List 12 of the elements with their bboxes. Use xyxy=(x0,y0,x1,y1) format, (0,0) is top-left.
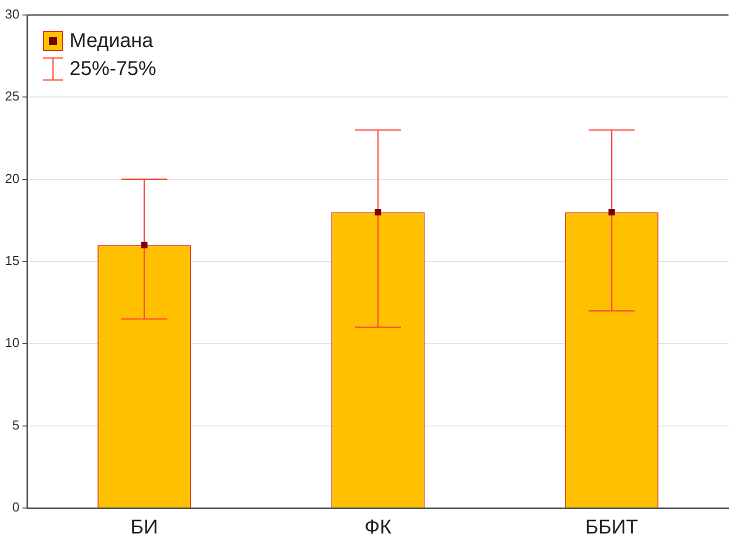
x-tick-label: ББИТ xyxy=(585,516,638,539)
x-tick-label: ФК xyxy=(364,516,392,539)
y-tick-label: 30 xyxy=(4,6,20,22)
legend-label: Медиана xyxy=(69,29,154,54)
y-tick-label: 25 xyxy=(4,88,20,104)
y-tick-label: 0 xyxy=(12,500,20,515)
y-tick-label: 15 xyxy=(4,253,20,268)
y-tick-label: 5 xyxy=(12,417,20,432)
x-tick-label: БИ xyxy=(130,516,158,539)
y-tick-label: 20 xyxy=(4,170,20,186)
annotation: 25%-75% xyxy=(69,57,156,82)
y-tick-label: 10 xyxy=(4,335,20,350)
